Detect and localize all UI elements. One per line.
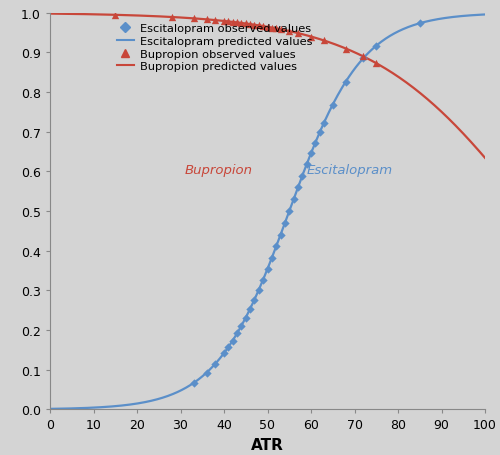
Point	[285, 208, 293, 215]
Point	[285, 28, 293, 35]
Point	[220, 350, 228, 357]
Point	[238, 20, 246, 27]
Point	[320, 120, 328, 127]
Point	[202, 17, 210, 24]
Point	[276, 232, 284, 239]
Point	[228, 19, 236, 26]
Point	[342, 46, 350, 53]
Point	[272, 243, 280, 250]
Point	[307, 34, 315, 41]
Text: Escitalopram: Escitalopram	[306, 164, 393, 177]
Point	[233, 330, 241, 337]
Point	[372, 61, 380, 68]
Point	[250, 22, 258, 29]
Point	[255, 287, 263, 294]
Text: Bupropion: Bupropion	[185, 164, 253, 177]
Point	[294, 30, 302, 38]
Point	[329, 101, 337, 109]
Point	[224, 19, 232, 26]
Point	[372, 43, 380, 50]
Point	[320, 38, 328, 45]
Point	[359, 56, 367, 63]
Point	[190, 379, 198, 387]
Point	[359, 54, 367, 61]
Point	[312, 140, 320, 147]
Point	[416, 20, 424, 28]
Point	[112, 12, 120, 20]
Point	[264, 24, 272, 31]
Point	[250, 296, 258, 303]
Point	[238, 323, 246, 330]
Point	[272, 25, 280, 33]
Point	[302, 162, 310, 169]
Point	[316, 129, 324, 136]
Legend: Escitalopram observed values, Escitalopram predicted values, Bupropion observed : Escitalopram observed values, Escitalopr…	[112, 19, 316, 77]
Point	[264, 266, 272, 273]
Point	[268, 25, 276, 32]
Point	[228, 337, 236, 344]
Point	[255, 23, 263, 30]
Point	[190, 15, 198, 23]
Point	[307, 150, 315, 157]
Point	[259, 276, 267, 283]
Point	[294, 184, 302, 192]
Point	[233, 20, 241, 27]
Point	[220, 18, 228, 25]
Point	[342, 79, 350, 86]
Point	[259, 23, 267, 30]
Point	[281, 220, 289, 227]
Point	[224, 344, 232, 351]
Point	[276, 26, 284, 34]
Point	[246, 21, 254, 29]
Point	[202, 369, 210, 376]
Point	[212, 360, 220, 368]
Point	[242, 314, 250, 322]
Point	[212, 17, 220, 25]
Point	[168, 14, 176, 21]
Point	[246, 305, 254, 313]
X-axis label: ATR: ATR	[251, 437, 284, 452]
Point	[242, 21, 250, 28]
Point	[268, 254, 276, 262]
Point	[290, 196, 298, 203]
Point	[298, 173, 306, 180]
